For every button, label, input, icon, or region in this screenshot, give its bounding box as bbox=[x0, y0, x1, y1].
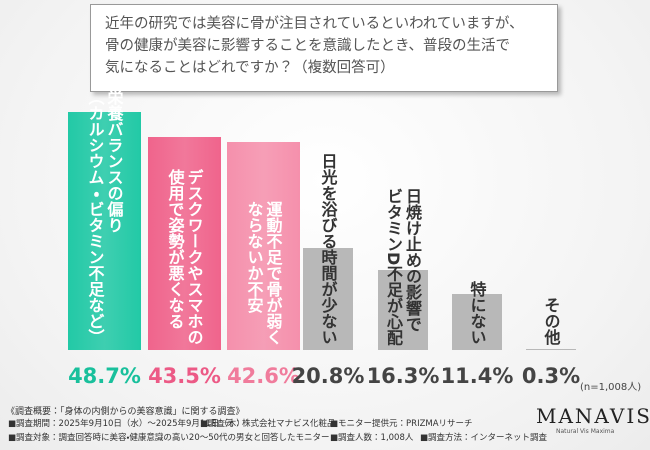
bar-label: 日光を浴びる時間が少ない bbox=[318, 153, 338, 345]
sample-note: (n=1,008人) bbox=[580, 382, 642, 393]
footer-item: ■調査人数：1,008人 bbox=[330, 433, 414, 443]
brand-name: MANAVIS bbox=[536, 404, 650, 428]
footer-item: ■モニター提供元：PRIZMAリサーチ bbox=[330, 419, 473, 429]
value-label: 43.5% bbox=[148, 364, 221, 388]
bar bbox=[227, 141, 300, 350]
footer-item: ■調査元：株式会社マナビス化粧品 bbox=[200, 419, 336, 429]
bar bbox=[148, 137, 221, 350]
bar bbox=[526, 348, 576, 350]
bar-label: 日焼け止めの影響で ビタミンD不足が心配 bbox=[384, 187, 422, 345]
bar-label: 栄養バランスの偏り （カルシウム・ビタミン不足など） bbox=[85, 89, 124, 345]
value-label: 42.6% bbox=[227, 364, 300, 388]
value-label: 48.7% bbox=[68, 364, 141, 388]
footer-item: ■調査方法：インターネット調査 bbox=[420, 433, 548, 443]
value-label: 11.4% bbox=[440, 364, 514, 388]
chart-title: 近年の研究では美容に骨が注目されているといわれていますが、 骨の健康が美容に影響… bbox=[90, 4, 558, 92]
value-label: 20.8% bbox=[291, 364, 365, 388]
value-label: 16.3% bbox=[366, 364, 440, 388]
bar bbox=[378, 270, 428, 350]
value-label: 0.3% bbox=[521, 364, 581, 388]
footer-item: ■調査期間：2025年9月10日（水）～2025年9月11日（木） bbox=[8, 419, 245, 429]
footer-item: ■調査対象：調査回答時に美容・健康意識の高い20～50代の男女と回答したモニター bbox=[8, 433, 330, 443]
bar bbox=[452, 294, 502, 350]
bar-label: デスクワークやスマホの 使用で姿勢が悪くなる bbox=[165, 169, 204, 345]
bar bbox=[303, 248, 353, 350]
bar-label: その他 bbox=[541, 297, 561, 345]
footer-heading: 《調査概要：「身体の内側からの美容意識」に関する調査》 bbox=[6, 407, 245, 417]
bar-label: 特にない bbox=[467, 281, 487, 345]
brand-tagline: Natural Vis Maxima bbox=[556, 428, 615, 435]
bar-label: 運動不足で骨が弱く ならないか不安 bbox=[244, 201, 283, 345]
bar bbox=[68, 111, 141, 350]
